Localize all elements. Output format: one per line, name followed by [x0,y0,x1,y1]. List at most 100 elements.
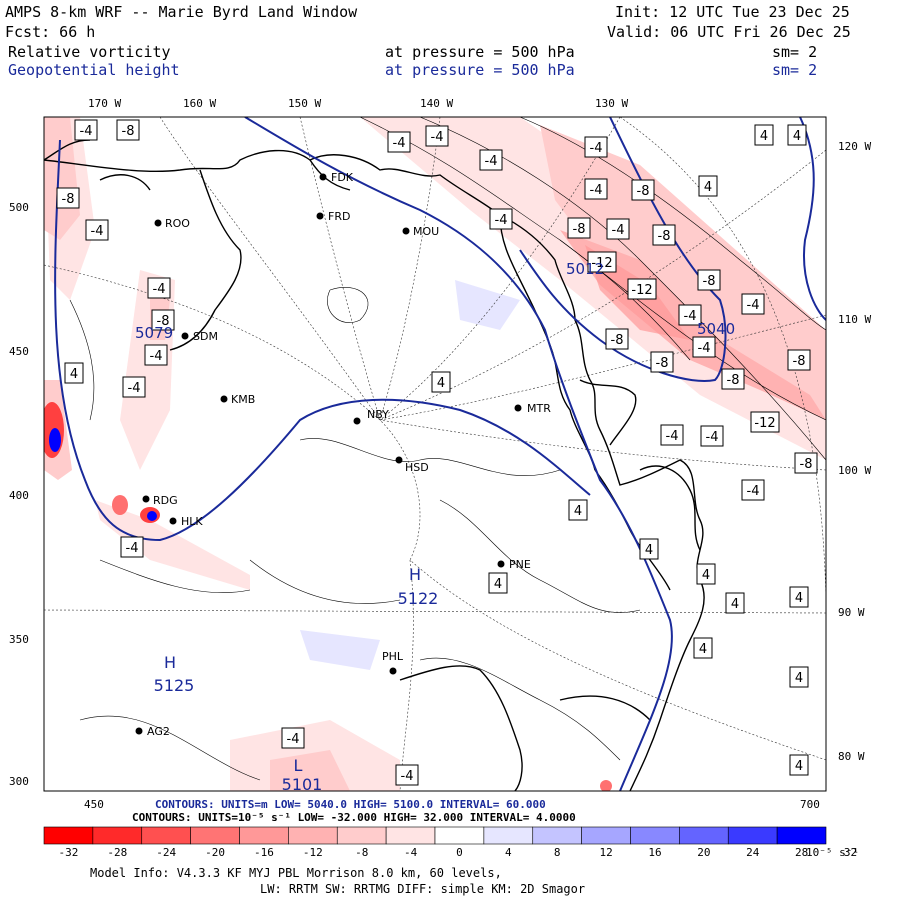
model-info-line2: LW: RRTM SW: RRTMG DIFF: simple KM: 2D S… [260,882,586,896]
vort-label-box: 4 [789,586,809,608]
colorbar-tick-label: 4 [505,846,512,859]
station-mtr: MTR [514,402,551,415]
high-marker: H [164,653,176,672]
svg-text:4: 4 [702,568,710,583]
colorbar-swatch [727,826,778,845]
svg-text:-12: -12 [631,283,652,298]
svg-text:NBY: NBY [367,408,389,421]
vort-label-box: 4 [698,175,718,197]
colorbar-tick-label: -28 [107,846,128,859]
vort-label-box: -4 [606,218,630,240]
high-value: 5122 [398,589,439,608]
graticule [44,117,826,791]
svg-text:-8: -8 [703,274,716,289]
vort-label-box: -4 [387,131,411,153]
vort-label-box: -4 [122,376,146,398]
field1-level: at pressure = 500 hPa [385,43,575,61]
station-rdg: RDG [142,494,178,507]
vort-label-box: -4 [678,304,702,326]
vort-label-box: -4 [584,136,608,158]
vort-label-box: -12 [627,278,657,300]
colorbar-swatch [43,826,94,845]
vort-label-box: -4 [692,336,716,358]
vort-label-box: -8 [631,179,655,201]
vorticity-contour-info: CONTOURS: UNITS=10⁻⁵ s⁻¹ LOW= -32.000 HI… [132,811,576,824]
vort-label-box: -8 [605,328,629,350]
height-contour-labels: 5012 5040 5079 [135,260,735,342]
colorbar-tick-label: -8 [355,846,369,859]
svg-text:-4: -4 [126,541,139,556]
svg-text:4: 4 [795,759,803,774]
svg-text:4: 4 [574,504,582,519]
svg-text:-4: -4 [401,769,414,784]
vort-label-box: -8 [650,351,674,373]
colorbar-swatch [141,826,191,845]
right-lon-label: 120 W [838,140,872,153]
svg-text:4: 4 [699,642,707,657]
station-frd: FRD [316,210,350,223]
colorbar-tick-label: -4 [403,846,418,859]
svg-text:HSD: HSD [405,461,429,474]
colorbar-swatch [336,826,387,845]
model-info-line1: Model Info: V4.3.3 KF MYJ PBL Morrison 8… [90,866,502,880]
svg-text:-8: -8 [637,184,650,199]
svg-text:-4: -4 [590,141,603,156]
svg-text:4: 4 [731,597,739,612]
svg-text:-4: -4 [590,183,603,198]
vort-label-box: 4 [64,362,84,384]
vort-label-box: -4 [281,727,305,749]
svg-text:-4: -4 [393,136,406,151]
svg-text:4: 4 [494,577,502,592]
svg-text:-4: -4 [150,349,163,364]
map-title: AMPS 8-km WRF -- Marie Byrd Land Window [5,3,358,21]
svg-text:PHL: PHL [382,650,404,663]
svg-text:-4: -4 [485,154,498,169]
vorticity-shading-positive [300,280,520,670]
vort-label-box: -4 [700,425,724,447]
right-lon-label: 80 W [838,750,865,763]
svg-text:4: 4 [795,671,803,686]
station-ag2: AG2 [135,725,170,738]
svg-text:-12: -12 [754,416,775,431]
station-mou: MOU [402,225,439,238]
vort-label-box: -8 [56,187,80,209]
colorbar-swatch [581,826,631,845]
svg-text:4: 4 [645,543,653,558]
right-lon-label: 90 W [838,606,865,619]
svg-text:-12: -12 [591,256,612,271]
vort-label-box: -4 [425,125,449,147]
svg-text:4: 4 [437,376,445,391]
station-hlk: HLK [169,515,203,528]
vort-label-box: 4 [639,538,659,560]
left-tick-label: 400 [9,489,29,502]
svg-text:-4: -4 [666,429,679,444]
vort-label-box: 4 [789,666,809,688]
vort-label-box: -4 [479,149,503,171]
svg-text:-4: -4 [80,124,93,139]
station-pne: PNE [497,558,531,571]
init-time: Init: 12 UTC Tue 23 Dec 25 [615,3,850,21]
vort-label-box: -4 [144,344,168,366]
colorbar-tick-label: -16 [254,846,274,859]
height-label: 5040 [697,320,735,338]
colorbar-tick-label: 8 [553,846,561,859]
vorticity-box-labels: -4 -8 -8 -4 -4 -8 -4 -4 4 -4 -4 -4 -4 -4… [56,119,818,786]
vort-label-box: -8 [794,452,818,474]
low-marker: L [294,756,303,775]
colorbar-swatch [190,826,240,845]
colorbar-swatch [385,826,436,845]
colorbar-swatch [483,826,534,845]
map-frame [43,116,827,792]
valid-time: Valid: 06 UTC Fri 26 Dec 25 [607,23,851,41]
height-contour-info: CONTOURS: UNITS=m LOW= 5040.0 HIGH= 5100… [155,798,546,811]
bottom-tick-label: 700 [800,798,820,811]
colorbar-swatch [630,826,680,845]
top-lon-label: 140 W [420,97,454,110]
vort-label-box: -8 [787,349,811,371]
svg-text:-4: -4 [128,381,141,396]
vort-label-box: -8 [652,224,676,246]
svg-text:-8: -8 [573,222,586,237]
forecast-hour: Fcst: 66 h [5,23,96,41]
height-label: 5079 [135,324,173,342]
left-tick-label: 450 [9,345,29,358]
